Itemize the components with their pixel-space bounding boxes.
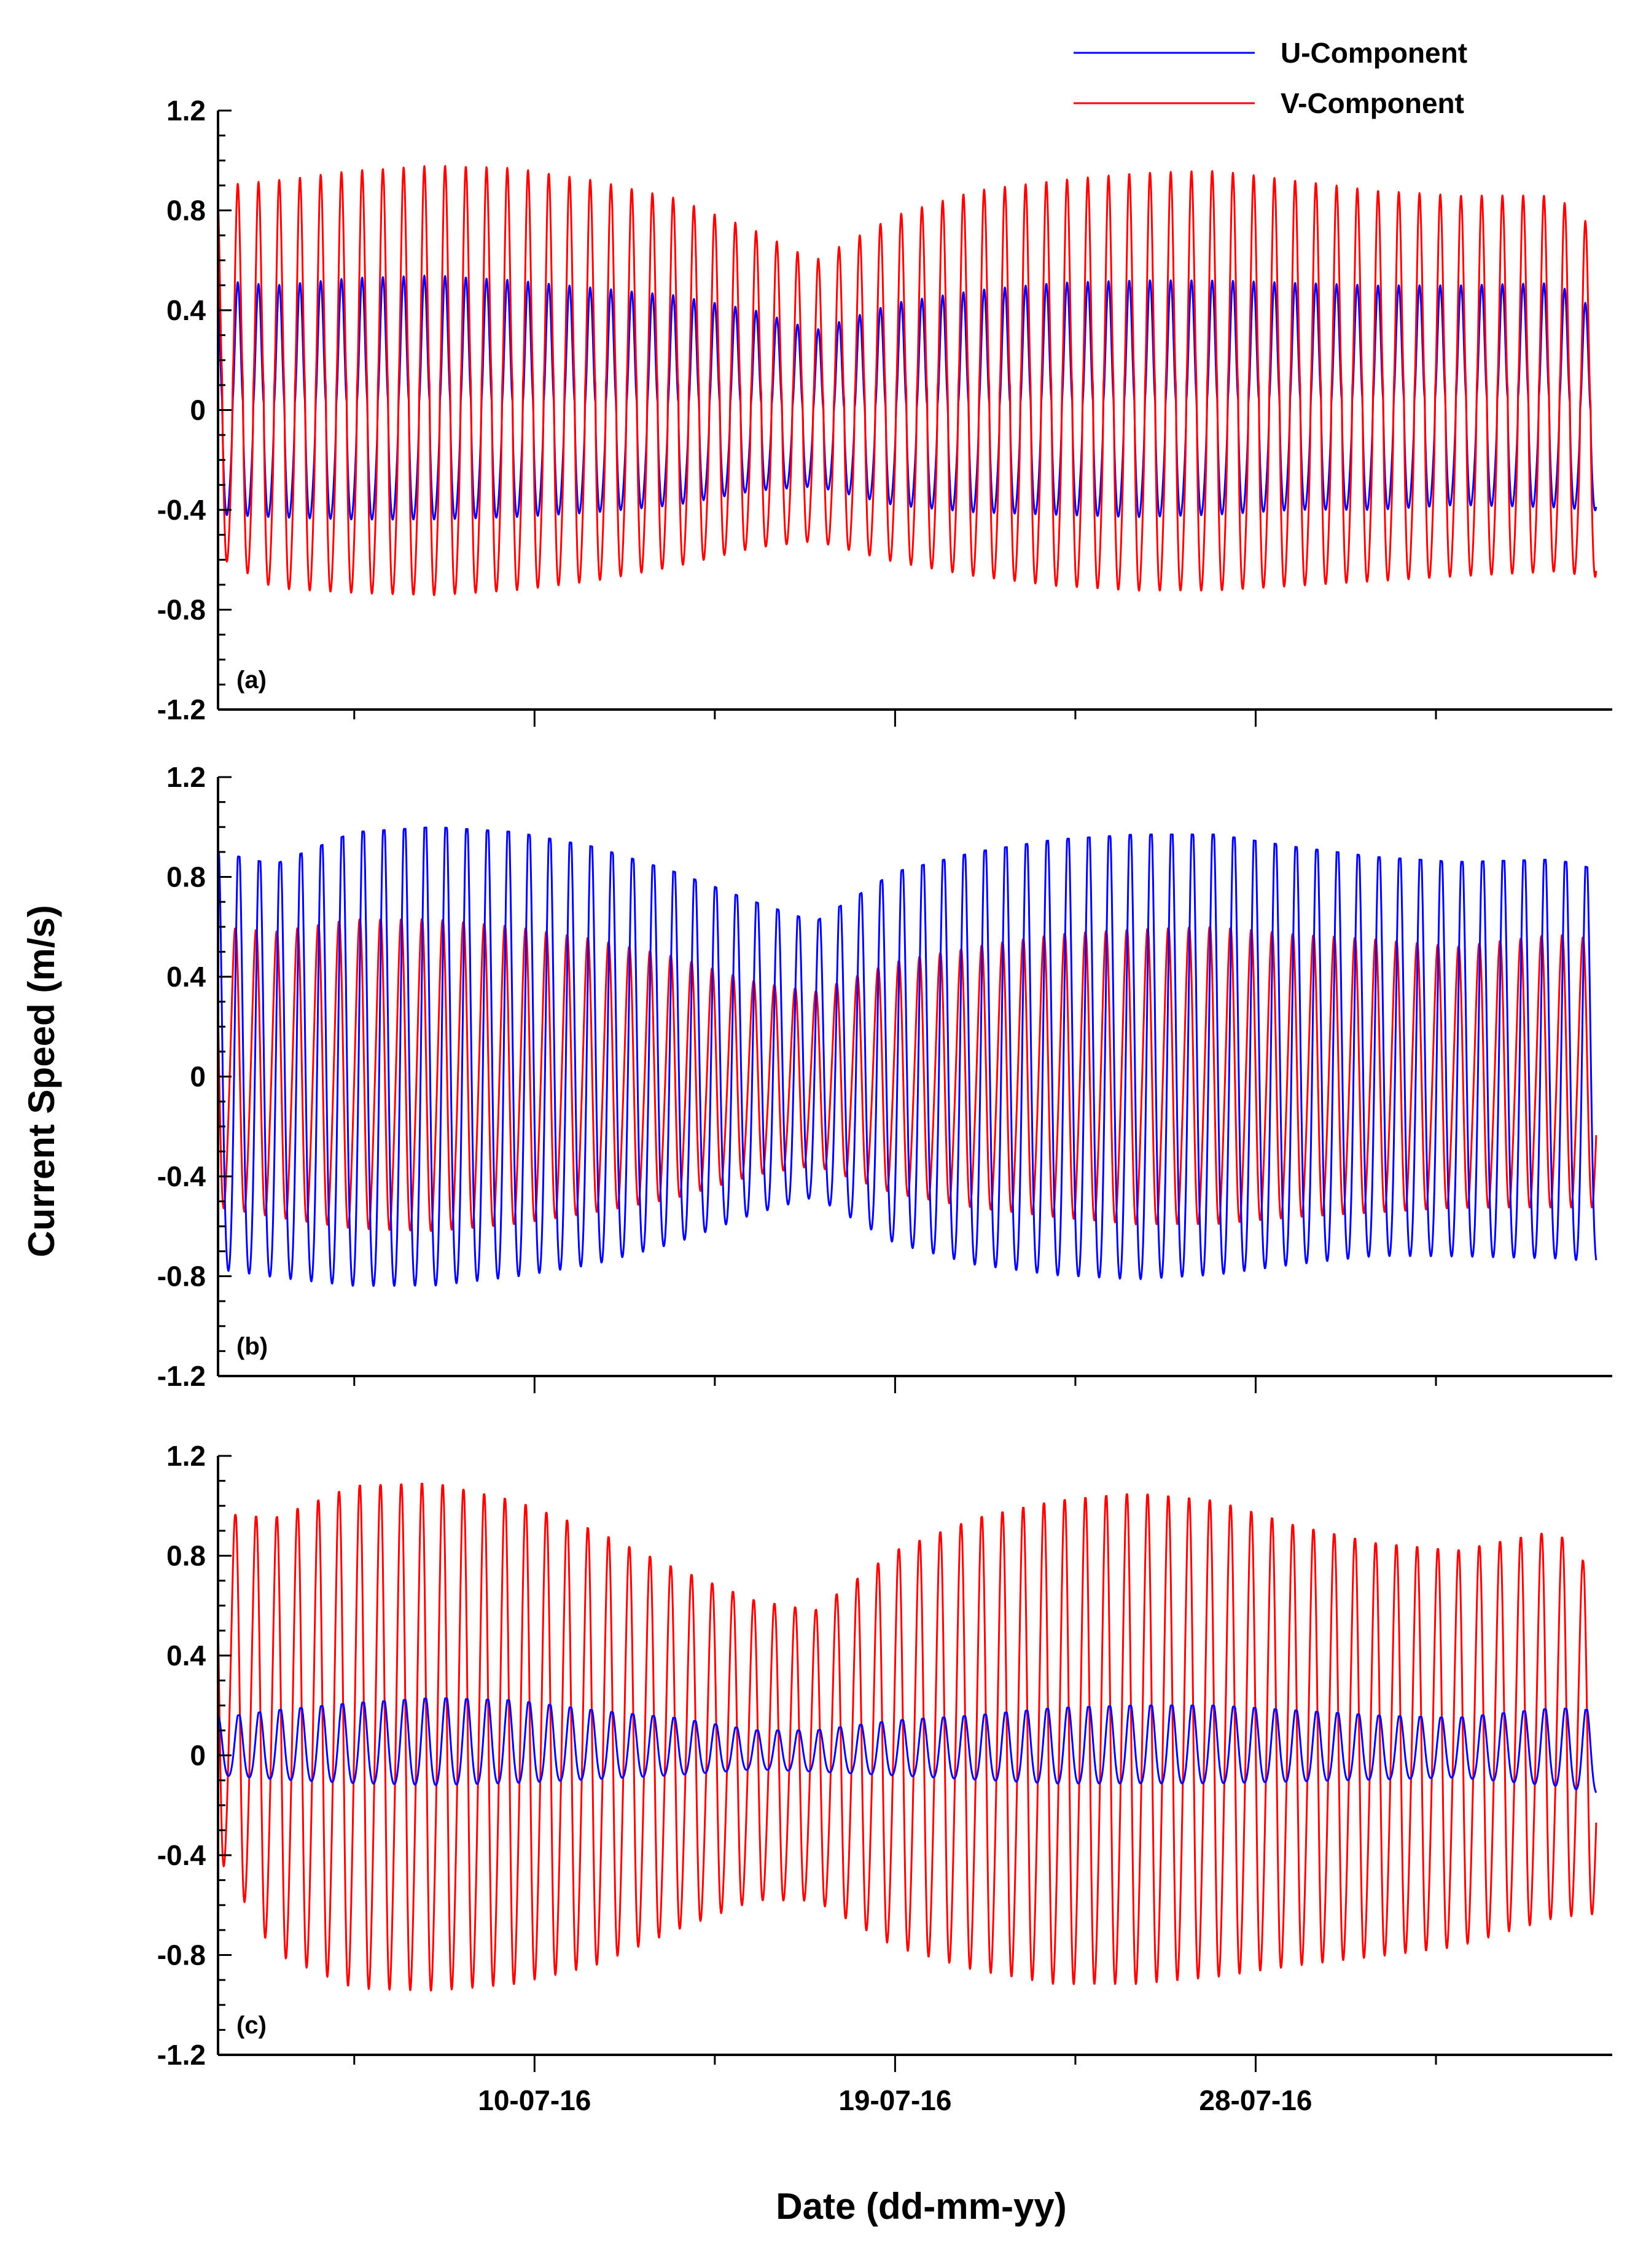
panel-b: -1.2 -0.8 -0.4 0 0.4 0.8 1.2 (b) [157, 761, 1612, 1393]
y-tick-label: -1.2 [157, 1360, 206, 1392]
y-tick-label: 0.4 [166, 961, 206, 993]
x-axis-title: Date (dd-mm-yy) [776, 2186, 1066, 2227]
x-tick-label: 19-07-16 [838, 2084, 951, 2116]
panel-b-u-series-line [218, 826, 1597, 1287]
panel-c-series [218, 1482, 1597, 1992]
panel-b-y-ticks: -1.2 -0.8 -0.4 0 0.4 0.8 1.2 [157, 761, 232, 1392]
y-tick-label: -1.2 [157, 694, 206, 725]
panel-a-label: (a) [236, 667, 267, 694]
panel-a: -1.2 -0.8 -0.4 0 0.4 0.8 1.2 (a) [157, 95, 1612, 727]
y-tick-label: 0 [190, 394, 206, 426]
panel-c-label: (c) [236, 2012, 267, 2039]
y-tick-label: 0 [190, 1061, 206, 1093]
x-tick-label: 10-07-16 [478, 2084, 591, 2116]
panel-a-series [218, 165, 1597, 596]
panel-a-y-ticks: -1.2 -0.8 -0.4 0 0.4 0.8 1.2 [157, 95, 232, 725]
y-tick-label: 0.8 [166, 1540, 206, 1572]
panel-b-series [218, 826, 1597, 1287]
y-tick-label: 0.8 [166, 861, 206, 893]
y-tick-label: 0 [190, 1740, 206, 1772]
panel-c-y-ticks: -1.2 -0.8 -0.4 0 0.4 0.8 1.2 [157, 1440, 232, 2071]
y-tick-label: -0.4 [157, 1839, 206, 1871]
y-tick-label: 0.8 [166, 195, 206, 227]
y-tick-label: -0.8 [157, 594, 206, 626]
y-tick-label: -0.8 [157, 1261, 206, 1292]
panel-b-x-ticks [353, 1376, 1437, 1393]
y-tick-label: 0.4 [166, 294, 206, 326]
panel-a-x-ticks [353, 710, 1437, 727]
panel-b-label: (b) [236, 1333, 268, 1360]
panel-c-u-series-line [218, 1697, 1597, 1793]
y-tick-label: 1.2 [166, 761, 206, 793]
legend-label-v: V-Component [1281, 87, 1464, 119]
y-tick-label: -0.8 [157, 1939, 206, 1971]
panel-a-v-series-line [218, 165, 1597, 596]
legend-label-u: U-Component [1281, 37, 1467, 69]
y-tick-label: 1.2 [166, 95, 206, 127]
y-tick-label: -0.4 [157, 494, 206, 526]
panel-c-x-ticks [353, 2055, 1437, 2072]
x-tick-labels: 10-07-16 19-07-16 28-07-16 [478, 2084, 1312, 2116]
y-axis-title: Current Speed (m/s) [21, 905, 62, 1257]
x-tick-label: 28-07-16 [1199, 2084, 1312, 2116]
y-tick-label: -1.2 [157, 2039, 206, 2071]
panel-b-v-series-line [218, 918, 1597, 1232]
legend: U-Component V-Component [1074, 37, 1467, 119]
y-tick-label: 1.2 [166, 1440, 206, 1472]
y-tick-label: 0.4 [166, 1640, 206, 1672]
panel-c: -1.2 -0.8 -0.4 0 0.4 0.8 1.2 (c) [157, 1440, 1612, 2072]
y-tick-label: -0.4 [157, 1160, 206, 1192]
panel-c-v-series-line [218, 1482, 1597, 1992]
